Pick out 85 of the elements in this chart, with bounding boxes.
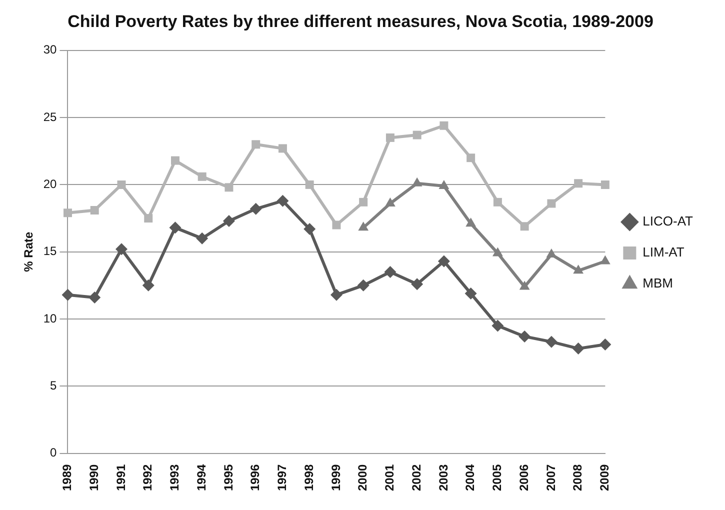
x-tick-label: 1989 (60, 464, 74, 492)
y-tick-label: 5 (50, 378, 58, 392)
point (330, 288, 342, 301)
y-tick-label: 0 (50, 446, 58, 460)
point (90, 206, 99, 214)
x-tick-label: 2002 (409, 464, 424, 492)
point (573, 264, 584, 274)
y-tick-label: 15 (43, 244, 58, 258)
x-tick-label: 1998 (302, 464, 316, 492)
point (359, 198, 368, 206)
x-tick-label: 2000 (356, 464, 370, 492)
x-tick-label: 1993 (168, 464, 182, 492)
point (222, 214, 235, 227)
point (493, 198, 502, 206)
point (304, 223, 316, 236)
point (547, 199, 556, 208)
y-tick-label: 30 (43, 42, 58, 57)
point (252, 140, 260, 149)
x-tick-label: 2008 (570, 464, 585, 492)
x-tick-label: 1996 (248, 464, 262, 492)
point (144, 214, 153, 223)
point (358, 222, 369, 231)
point (572, 342, 584, 355)
y-tick-label: 20 (43, 177, 58, 192)
point (196, 232, 208, 244)
point (142, 279, 154, 292)
point (64, 208, 72, 218)
point (518, 330, 531, 342)
point (520, 222, 529, 231)
point (276, 194, 289, 207)
point (438, 255, 450, 268)
point (169, 222, 182, 234)
x-tick-label: 1994 (194, 464, 208, 492)
point (464, 287, 477, 300)
point (440, 121, 448, 130)
point (88, 292, 101, 304)
point (115, 243, 128, 256)
x-tick-label: 2007 (544, 464, 558, 492)
point (411, 278, 424, 290)
point (438, 180, 450, 190)
point (385, 198, 396, 207)
legend-label: MBM (642, 276, 674, 291)
point (117, 180, 126, 189)
point (466, 218, 476, 227)
point (386, 133, 394, 142)
point (62, 288, 74, 301)
point (224, 183, 234, 192)
x-tick-label: 2009 (597, 464, 612, 492)
point (545, 336, 558, 348)
legend-label: LICO-AT (642, 214, 694, 229)
x-tick-label: 1995 (221, 464, 236, 492)
x-tick-label: 2001 (382, 464, 397, 492)
point (492, 320, 504, 332)
point (250, 202, 262, 215)
y-tick-label: 10 (43, 311, 58, 326)
point (198, 172, 206, 181)
point (332, 220, 341, 230)
point (170, 156, 180, 165)
x-tick-label: 2003 (436, 464, 450, 492)
point (305, 180, 314, 189)
point (492, 247, 503, 256)
point (574, 179, 583, 188)
chart-title: Child Poverty Rates by three different measures, Nova Scotia, 1989-2009 (68, 12, 654, 31)
point (599, 338, 612, 351)
legend-label: LIM-AT (642, 244, 684, 260)
x-tick-label: 2005 (490, 464, 504, 492)
x-tick-label: 1990 (86, 464, 101, 492)
point (412, 130, 422, 140)
x-tick-label: 2006 (516, 464, 531, 492)
x-tick-label: 1992 (140, 464, 155, 492)
y-axis-title: % Rate (22, 232, 36, 272)
point (546, 248, 557, 258)
point (278, 144, 287, 153)
point (412, 177, 422, 186)
point (384, 266, 396, 278)
point (600, 255, 610, 264)
point (600, 180, 610, 189)
y-tick-label: 25 (43, 110, 58, 124)
x-tick-label: 1999 (328, 464, 343, 492)
point (357, 279, 370, 292)
point (519, 280, 530, 290)
x-tick-label: 2004 (463, 464, 478, 492)
x-tick-label: 1991 (114, 464, 128, 492)
point (466, 154, 476, 162)
x-tick-label: 1997 (275, 464, 290, 492)
